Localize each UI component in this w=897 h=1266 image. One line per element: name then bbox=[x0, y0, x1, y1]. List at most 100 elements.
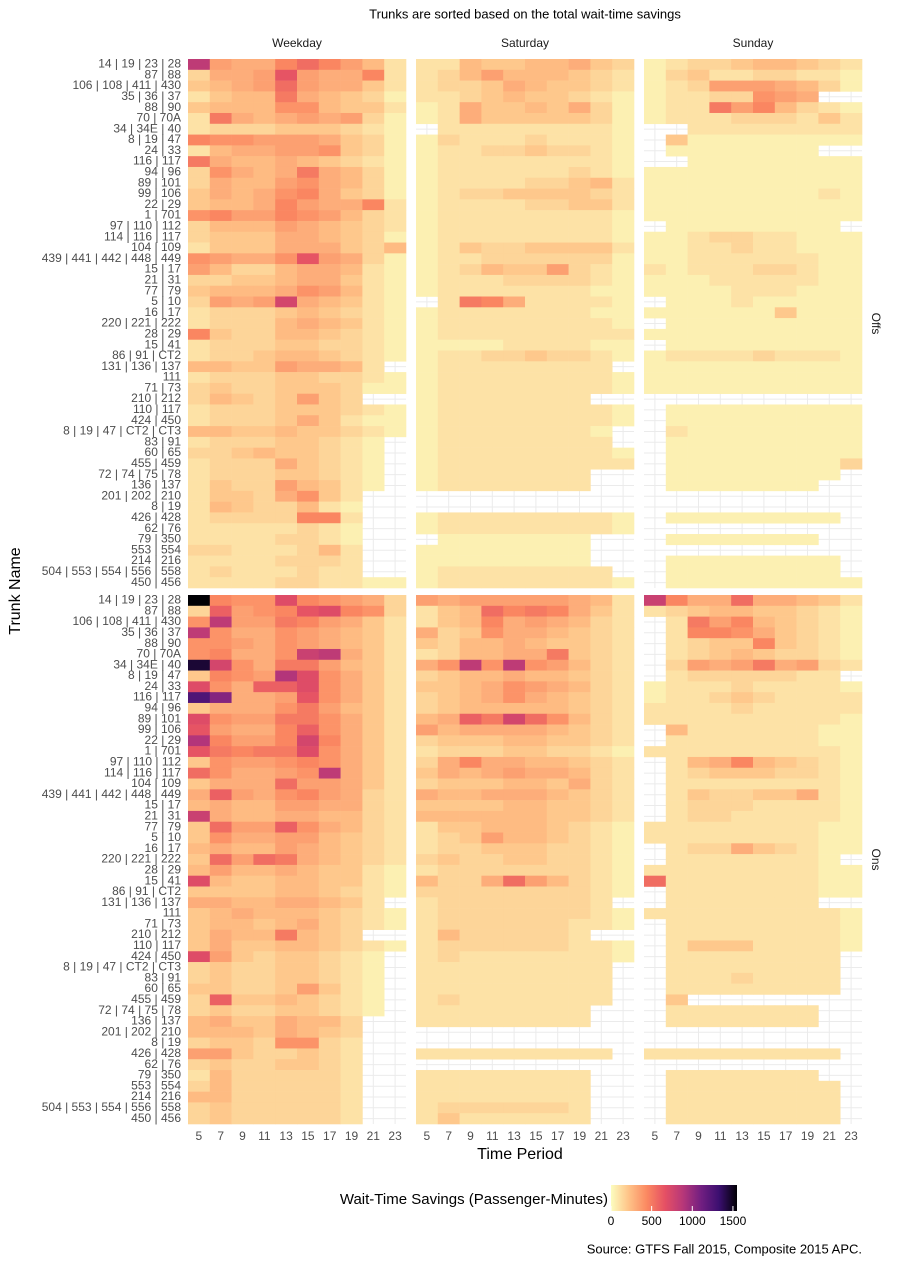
heat-cell bbox=[297, 789, 320, 801]
heat-cell bbox=[525, 307, 548, 319]
heat-cell bbox=[644, 372, 667, 384]
heat-cell bbox=[709, 156, 732, 168]
heat-cell bbox=[503, 713, 526, 725]
heat-cell bbox=[612, 800, 635, 812]
y-tick-label: 70 | 70A bbox=[137, 111, 181, 125]
heat-cell bbox=[818, 659, 841, 671]
heat-cell bbox=[362, 145, 385, 157]
heat-cell bbox=[362, 339, 385, 351]
heat-cell bbox=[546, 210, 569, 222]
heat-cell bbox=[231, 1102, 254, 1114]
heat-cell bbox=[753, 854, 776, 866]
heat-cell bbox=[503, 318, 526, 330]
heat-cell bbox=[384, 231, 407, 243]
heat-cell bbox=[568, 918, 591, 930]
heat-cell bbox=[297, 512, 320, 524]
heat-cell bbox=[731, 296, 754, 308]
heat-cell bbox=[188, 843, 211, 855]
heat-cell bbox=[774, 616, 797, 628]
heat-cell bbox=[275, 789, 298, 801]
y-tick-label: 21 | 31 bbox=[145, 808, 182, 822]
y-tick-label: 35 | 36 | 37 bbox=[121, 89, 181, 103]
heat-cell bbox=[481, 231, 504, 243]
heat-cell bbox=[231, 372, 254, 384]
heat-cell bbox=[481, 648, 504, 661]
heat-cell bbox=[753, 145, 776, 157]
heat-cell bbox=[275, 404, 298, 416]
heat-cell bbox=[546, 1113, 569, 1125]
heat-cell bbox=[209, 735, 232, 747]
heat-cell bbox=[318, 328, 341, 340]
heat-cell bbox=[416, 544, 439, 556]
heat-cell bbox=[525, 746, 548, 758]
heat-cell bbox=[687, 897, 710, 909]
heat-cell bbox=[840, 415, 863, 427]
heat-cell bbox=[840, 929, 863, 941]
heat-cell bbox=[709, 638, 732, 650]
heat-cell bbox=[231, 994, 254, 1006]
heat-cell bbox=[503, 1048, 526, 1060]
heat-cell bbox=[253, 962, 276, 974]
heat-cell bbox=[416, 426, 439, 438]
heat-cell bbox=[753, 702, 776, 715]
heat-cell bbox=[840, 436, 863, 448]
heat-cell bbox=[568, 1091, 591, 1103]
heat-cell bbox=[318, 1016, 341, 1028]
heat-cell bbox=[209, 188, 232, 200]
heat-cell bbox=[437, 670, 460, 682]
heat-cell bbox=[753, 638, 776, 650]
heat-cell bbox=[568, 91, 591, 103]
heat-cell bbox=[318, 188, 341, 200]
y-tick-label: 8 | 19 | 47 | CT2 | CT3 bbox=[63, 424, 181, 438]
heat-cell bbox=[590, 800, 613, 812]
heat-cell bbox=[546, 778, 569, 790]
heat-cell bbox=[340, 91, 363, 103]
heat-cell bbox=[546, 253, 569, 265]
heat-cell bbox=[437, 177, 460, 189]
heat-cell bbox=[546, 897, 569, 909]
heat-cell bbox=[687, 756, 710, 769]
heat-cell bbox=[731, 264, 754, 276]
heat-cell bbox=[709, 577, 732, 589]
heat-cell bbox=[459, 918, 482, 930]
heat-cell bbox=[275, 220, 298, 233]
heat-cell bbox=[209, 810, 232, 823]
heat-cell bbox=[437, 404, 460, 416]
heat-cell bbox=[753, 480, 776, 492]
heat-cell bbox=[644, 102, 667, 114]
heat-cell bbox=[275, 767, 298, 779]
heat-cell bbox=[231, 480, 254, 492]
heat-cell bbox=[188, 523, 211, 535]
heat-cell bbox=[709, 854, 732, 866]
heat-cell bbox=[503, 1113, 526, 1125]
heat-cell bbox=[840, 821, 863, 833]
heat-cell bbox=[731, 1102, 754, 1114]
heat-cell bbox=[840, 382, 863, 394]
heat-cell bbox=[275, 1091, 298, 1103]
y-tick-label: 136 | 137 bbox=[131, 1014, 181, 1028]
heat-cell bbox=[231, 469, 254, 481]
heat-cell bbox=[568, 627, 591, 639]
heat-cell bbox=[612, 702, 635, 715]
heat-cell bbox=[525, 199, 548, 211]
heat-cell bbox=[568, 112, 591, 125]
heat-cell bbox=[481, 59, 504, 71]
heat-cell bbox=[416, 843, 439, 855]
heat-cell bbox=[297, 648, 320, 661]
heat-cell bbox=[731, 458, 754, 470]
heat-cell bbox=[340, 735, 363, 747]
heat-cell bbox=[774, 1080, 797, 1092]
heat-cell bbox=[231, 577, 254, 589]
heat-cell bbox=[796, 940, 819, 952]
heat-cell bbox=[253, 372, 276, 384]
heat-cell bbox=[709, 426, 732, 438]
heat-cell bbox=[687, 1080, 710, 1092]
heat-cell bbox=[253, 1016, 276, 1028]
heat-cell bbox=[731, 1070, 754, 1082]
heat-cell bbox=[753, 274, 776, 287]
heat-cell bbox=[503, 220, 526, 233]
heat-cell bbox=[525, 296, 548, 308]
heat-cell bbox=[774, 864, 797, 876]
heat-cell bbox=[568, 372, 591, 384]
heat-cell bbox=[416, 692, 439, 704]
